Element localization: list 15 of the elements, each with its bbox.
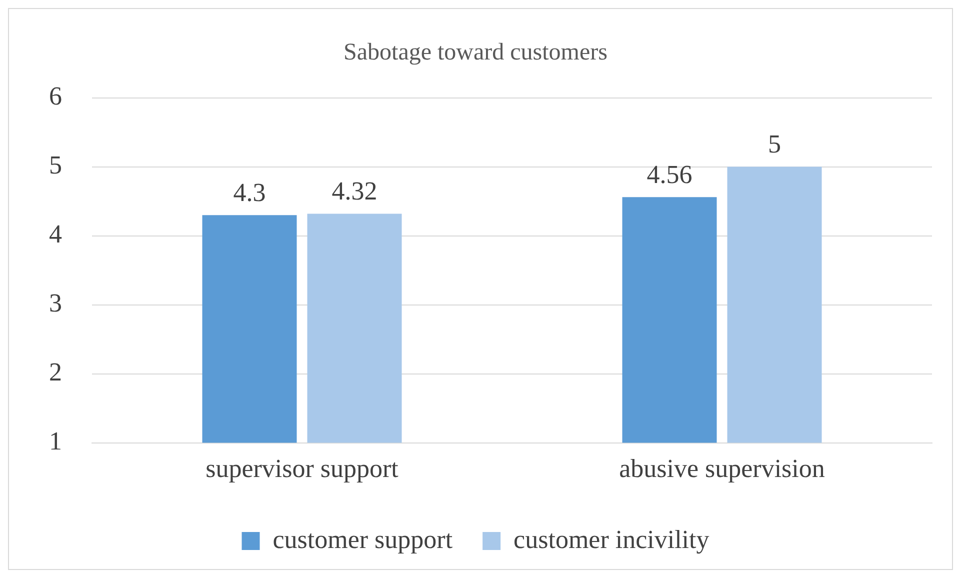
y-tick-label: 4 [49, 220, 62, 249]
data-label: 4.56 [646, 160, 692, 189]
y-tick-label: 3 [49, 288, 62, 318]
legend-label: customer support [272, 524, 454, 554]
x-tick-label: abusive supervision [619, 454, 825, 484]
y-tick-label: 1 [49, 426, 62, 456]
x-tick-label: supervisor support [206, 454, 400, 484]
y-tick-label: 6 [49, 82, 62, 111]
y-tick-label: 2 [49, 358, 62, 387]
data-label: 5 [768, 130, 781, 159]
chart-title: Sabotage toward customers [344, 40, 608, 66]
data-label: 4.3 [233, 178, 266, 207]
data-label: 4.32 [332, 176, 378, 206]
y-tick-label: 5 [49, 150, 62, 180]
legend-label: customer incivility [514, 524, 710, 554]
